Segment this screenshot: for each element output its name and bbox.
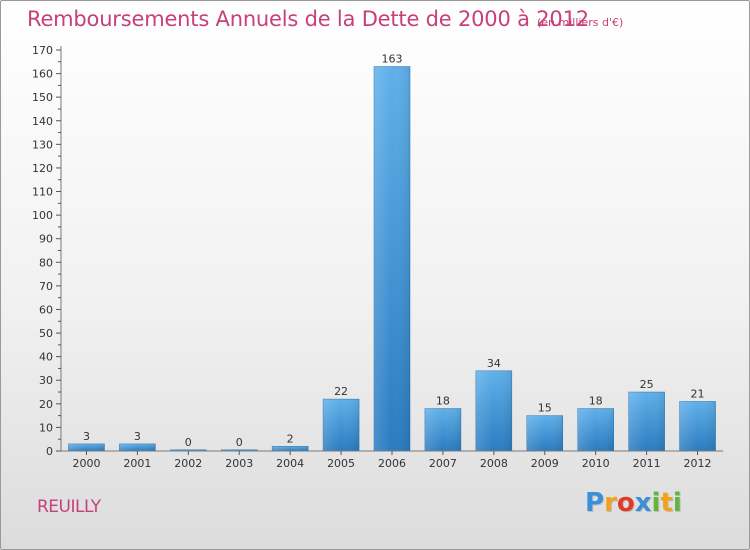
data-label-2008: 34 — [487, 357, 501, 370]
y-tick-label: 60 — [39, 303, 53, 316]
data-label-2010: 18 — [589, 395, 603, 408]
y-tick-label: 50 — [39, 327, 53, 340]
data-label-2012: 21 — [691, 387, 705, 400]
x-tick-label-2010: 2010 — [582, 457, 610, 470]
bar-shine-2001 — [119, 443, 156, 451]
chart-title: Remboursements Annuels de la Dette de 20… — [27, 7, 589, 31]
bar-shine-2000 — [68, 443, 105, 451]
data-label-2000: 3 — [83, 430, 90, 443]
y-tick-label: 80 — [39, 256, 53, 269]
data-label-2011: 25 — [640, 378, 654, 391]
x-tick-label-2003: 2003 — [225, 457, 253, 470]
y-tick-label: 120 — [32, 162, 53, 175]
x-tick-label-2006: 2006 — [378, 457, 406, 470]
x-tick-label-2005: 2005 — [327, 457, 355, 470]
x-tick-label-2007: 2007 — [429, 457, 457, 470]
logo-letter: P — [585, 488, 605, 518]
logo-letter: i — [651, 488, 661, 518]
y-tick-label: 20 — [39, 398, 53, 411]
y-tick-label: 160 — [32, 68, 53, 81]
x-tick-label-2009: 2009 — [531, 457, 559, 470]
bar-shine-2008 — [475, 370, 512, 451]
data-label-2004: 2 — [287, 432, 294, 445]
bar-shine-2002 — [170, 449, 207, 451]
bar-shine-2003 — [221, 449, 258, 451]
proxiti-logo: Proxiti — [585, 488, 682, 518]
logo-letter: i — [672, 488, 682, 518]
y-tick-label: 70 — [39, 280, 53, 293]
logo-letter: r — [604, 488, 617, 518]
data-label-2005: 22 — [334, 385, 348, 398]
y-tick-label: 170 — [32, 44, 53, 57]
data-label-2003: 0 — [236, 436, 243, 449]
x-tick-label-2004: 2004 — [276, 457, 304, 470]
y-tick-label: 100 — [32, 209, 53, 222]
bar-shine-2012 — [679, 401, 716, 451]
bar-shine-2010 — [577, 408, 614, 451]
bar-shine-2007 — [424, 408, 461, 451]
y-tick-label: 130 — [32, 138, 53, 151]
logo-letter: x — [634, 488, 652, 518]
y-tick-label: 110 — [32, 186, 53, 199]
data-label-2007: 18 — [436, 395, 450, 408]
city-name: REUILLY — [37, 497, 101, 517]
x-tick-label-2002: 2002 — [174, 457, 202, 470]
y-tick-label: 30 — [39, 374, 53, 387]
logo-letter: t — [660, 488, 673, 518]
x-tick-label-2008: 2008 — [480, 457, 508, 470]
y-tick-label: 10 — [39, 421, 53, 434]
y-tick-label: 90 — [39, 233, 53, 246]
y-tick-label: 40 — [39, 351, 53, 364]
x-tick-label-2000: 2000 — [72, 457, 100, 470]
y-tick-label: 140 — [32, 115, 53, 128]
y-tick-label: 150 — [32, 91, 53, 104]
data-label-2001: 3 — [134, 430, 141, 443]
data-label-2002: 0 — [185, 436, 192, 449]
bar-shine-2005 — [323, 399, 360, 451]
chart-subtitle: (en milliers d'€) — [537, 16, 624, 29]
bar-shine-2004 — [272, 446, 309, 451]
bar-shine-2009 — [526, 415, 563, 451]
data-label-2006: 163 — [382, 53, 403, 66]
x-tick-label-2011: 2011 — [633, 457, 661, 470]
data-label-2009: 15 — [538, 402, 552, 415]
x-tick-label-2001: 2001 — [123, 457, 151, 470]
bar-shine-2006 — [374, 66, 410, 451]
logo-letter: o — [616, 488, 635, 518]
bar-shine-2011 — [628, 392, 665, 451]
y-tick-label: 0 — [46, 445, 53, 458]
x-tick-label-2012: 2012 — [684, 457, 712, 470]
